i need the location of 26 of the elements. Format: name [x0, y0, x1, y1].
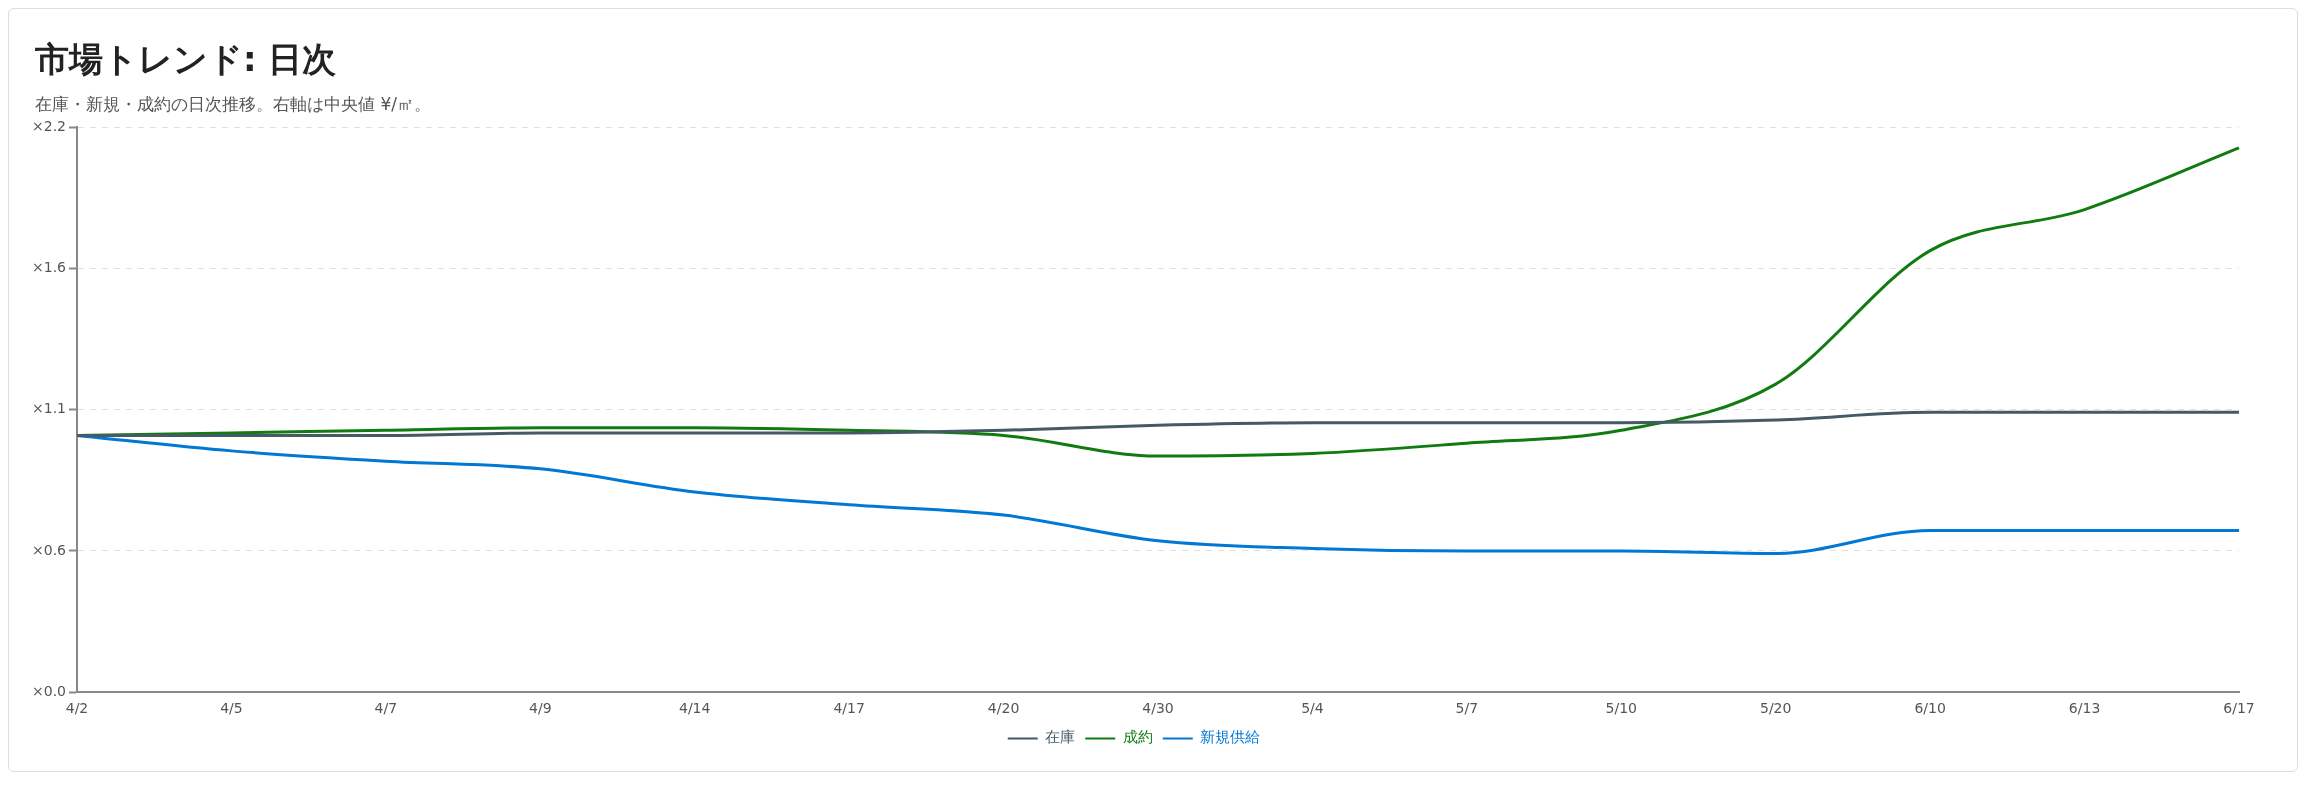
legend-label: 新規供給	[1200, 728, 1261, 747]
x-tick-label: 4/7	[374, 700, 398, 717]
y-tick-label: ×1.6	[32, 259, 67, 276]
y-tick-label: ×1.1	[32, 400, 66, 417]
x-tick-label: 5/4	[1301, 700, 1324, 717]
x-tick-label: 5/7	[1455, 700, 1479, 717]
line-series	[75, 410, 2241, 437]
x-tick-label: 4/14	[678, 700, 711, 717]
x-tick-label: 4/9	[529, 700, 552, 717]
x-tick-label: 5/20	[1759, 700, 1792, 717]
chart-subtitle: 在庫・新規・成約の日次推移。右軸は中央値 ¥/㎡。	[34, 93, 432, 116]
x-tick-label: 4/30	[1142, 700, 1174, 717]
x-tick-label: 4/17	[833, 700, 865, 717]
legend-label: 成約	[1122, 728, 1153, 747]
x-tick-label: 6/13	[2068, 700, 2101, 717]
legend-label: 在庫	[1045, 728, 1076, 747]
x-tick-label: 4/2	[65, 700, 89, 717]
x-tick-label: 4/5	[220, 700, 243, 717]
x-tick-label: 4/20	[987, 700, 1020, 717]
y-tick-label: ×0.6	[32, 541, 67, 558]
x-tick-label: 6/10	[1914, 700, 1946, 717]
chart-title: 市場トレンド: 日次	[34, 38, 338, 81]
x-tick-label: 6/17	[2223, 700, 2255, 717]
y-tick-label: ×2.2	[32, 118, 66, 135]
y-tick-label: ×0.0	[32, 682, 66, 699]
x-tick-label: 5/10	[1605, 700, 1638, 717]
